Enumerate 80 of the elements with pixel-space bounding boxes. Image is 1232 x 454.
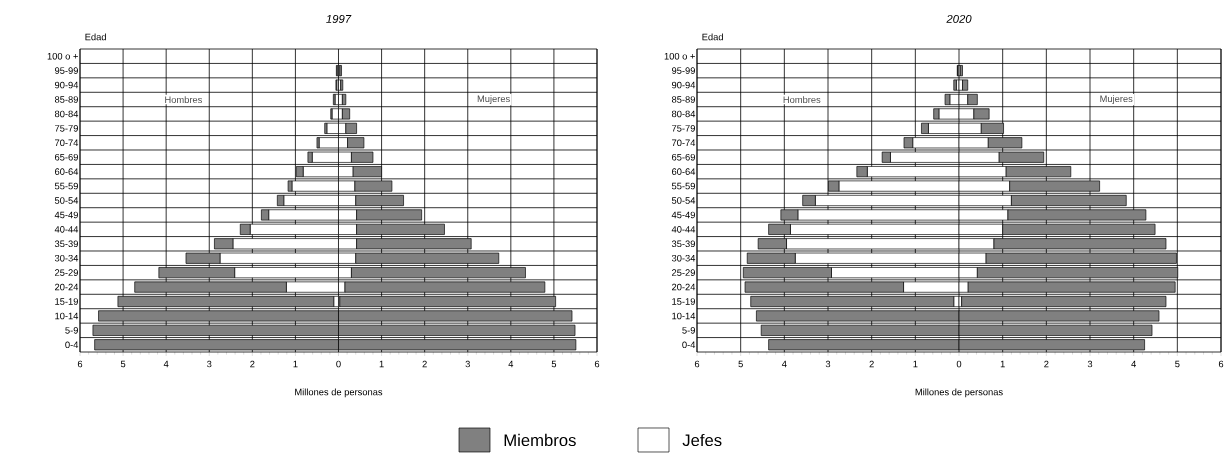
y-tick-label: 45-49 xyxy=(54,211,78,219)
legend-label: Miembros xyxy=(504,433,576,447)
x-tick-label: 3 xyxy=(825,360,831,368)
x-tick-label: 1 xyxy=(1000,360,1005,368)
y-tick-label: 95-99 xyxy=(671,67,695,74)
y-tick-label: 5-9 xyxy=(65,327,78,334)
x-tick-label: 6 xyxy=(1218,360,1224,368)
y-tick-label: 95-99 xyxy=(54,67,78,74)
y-tick-label: 35-39 xyxy=(54,240,78,248)
y-axis-title: Edad xyxy=(85,33,106,41)
annotation: Mujeres xyxy=(1100,95,1133,104)
y-tick-label: 60-64 xyxy=(55,168,79,175)
y-tick-label: 15-19 xyxy=(55,298,78,305)
x-tick-label: 1 xyxy=(379,360,384,368)
y-tick-label: 35-39 xyxy=(671,240,695,248)
x-tick-label: 2 xyxy=(869,360,874,368)
x-tick-label: 1 xyxy=(293,360,298,368)
y-tick-label: 20-24 xyxy=(54,283,79,291)
y-tick-label: 40-44 xyxy=(54,226,79,233)
annotation: Mujeres xyxy=(477,95,510,104)
x-tick-label: 5 xyxy=(738,360,743,368)
legend-label: Jefes xyxy=(682,433,722,447)
x-tick-label: 6 xyxy=(694,360,700,368)
y-tick-label: 70-74 xyxy=(55,139,79,147)
x-tick-label: 5 xyxy=(1175,360,1180,368)
x-tick-label: 4 xyxy=(508,360,514,368)
y-tick-label: 60-64 xyxy=(672,168,696,175)
chart-title: 2020 xyxy=(946,14,972,23)
y-tick-label: 55-59 xyxy=(671,182,695,190)
y-tick-label: 20-24 xyxy=(672,283,696,291)
x-tick-label: 5 xyxy=(551,360,557,368)
y-tick-label: 70-74 xyxy=(672,139,696,147)
y-tick-label: 10-14 xyxy=(55,312,79,320)
y-tick-label: 40-44 xyxy=(671,226,696,233)
y-tick-label: 0-4 xyxy=(65,341,79,349)
y-tick-label: 25-29 xyxy=(54,269,78,276)
y-tick-label: 30-34 xyxy=(671,254,696,262)
x-tick-label: 4 xyxy=(781,360,787,368)
x-tick-label: 0 xyxy=(336,360,341,368)
y-tick-label: 100 o + xyxy=(664,52,695,60)
y-tick-label: 50-54 xyxy=(671,197,696,204)
y-tick-label: 80-84 xyxy=(54,110,79,118)
y-tick-label: 85-89 xyxy=(671,96,695,103)
y-tick-label: 50-54 xyxy=(54,197,79,204)
annotation: Hombres xyxy=(783,96,821,104)
x-tick-label: 3 xyxy=(1087,360,1093,368)
y-tick-label: 55-59 xyxy=(54,182,78,190)
x-axis-title: Millones de personas xyxy=(915,388,1003,398)
x-axis-title: Millones de personas xyxy=(295,388,383,398)
y-tick-label: 45-49 xyxy=(671,211,695,219)
x-tick-label: 6 xyxy=(77,360,83,368)
x-tick-label: 2 xyxy=(1044,360,1049,368)
y-tick-label: 25-29 xyxy=(672,269,695,276)
y-tick-label: 90-94 xyxy=(671,81,696,89)
y-tick-label: 15-19 xyxy=(672,298,695,305)
y-tick-label: 85-89 xyxy=(54,96,78,103)
x-tick-label: 6 xyxy=(594,360,600,368)
x-tick-label: 2 xyxy=(422,360,427,368)
y-tick-label: 65-69 xyxy=(672,153,695,161)
chart-title: 1997 xyxy=(326,14,352,23)
annotation: Hombres xyxy=(165,96,202,104)
x-tick-label: 0 xyxy=(956,360,962,368)
x-tick-label: 4 xyxy=(1131,360,1136,368)
x-tick-label: 1 xyxy=(913,360,918,368)
y-tick-label: 5-9 xyxy=(682,327,695,334)
y-tick-label: 80-84 xyxy=(671,110,696,118)
x-tick-label: 3 xyxy=(465,360,470,368)
y-tick-label: 10-14 xyxy=(672,312,696,320)
y-tick-label: 75-79 xyxy=(55,125,78,132)
x-tick-label: 3 xyxy=(207,360,212,368)
x-tick-label: 4 xyxy=(163,360,169,368)
y-tick-label: 90-94 xyxy=(54,81,79,89)
x-tick-label: 2 xyxy=(250,360,255,368)
y-tick-label: 100 o + xyxy=(47,52,78,60)
y-tick-label: 30-34 xyxy=(54,254,79,262)
x-tick-label: 5 xyxy=(120,360,126,368)
y-axis-title: Edad xyxy=(702,33,723,41)
y-tick-label: 0-4 xyxy=(682,341,696,349)
y-tick-label: 75-79 xyxy=(672,125,695,132)
y-tick-label: 65-69 xyxy=(55,153,78,161)
